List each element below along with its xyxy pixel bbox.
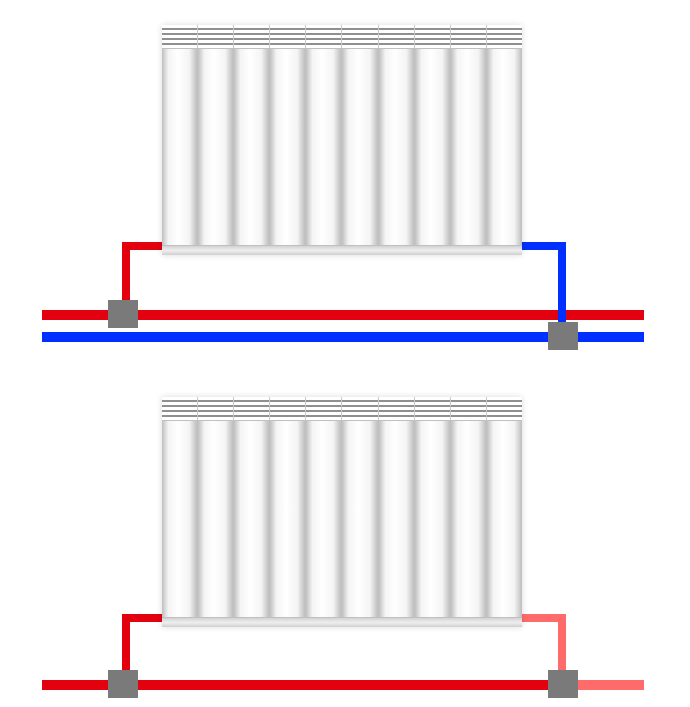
fitting-top-supply-tee xyxy=(108,300,138,328)
fitting-top-return-tee xyxy=(548,322,578,350)
diagram-canvas xyxy=(0,0,690,707)
pipe-top-supply-branch xyxy=(122,242,164,250)
radiator-bottom xyxy=(162,397,522,627)
fitting-bottom-return-tee xyxy=(548,670,578,698)
radiator-footer xyxy=(162,617,522,627)
radiator-grille xyxy=(162,397,522,421)
pipe-bottom-return-branch xyxy=(520,614,566,622)
radiator-body xyxy=(162,421,522,617)
radiator-footer xyxy=(162,245,522,255)
radiator-grille xyxy=(162,25,522,49)
pipe-top-return-branch xyxy=(520,242,566,250)
pipe-bottom-supply-branch xyxy=(122,614,164,622)
fitting-bottom-supply-tee xyxy=(108,670,138,698)
radiator-top xyxy=(162,25,522,255)
radiator-body xyxy=(162,49,522,245)
